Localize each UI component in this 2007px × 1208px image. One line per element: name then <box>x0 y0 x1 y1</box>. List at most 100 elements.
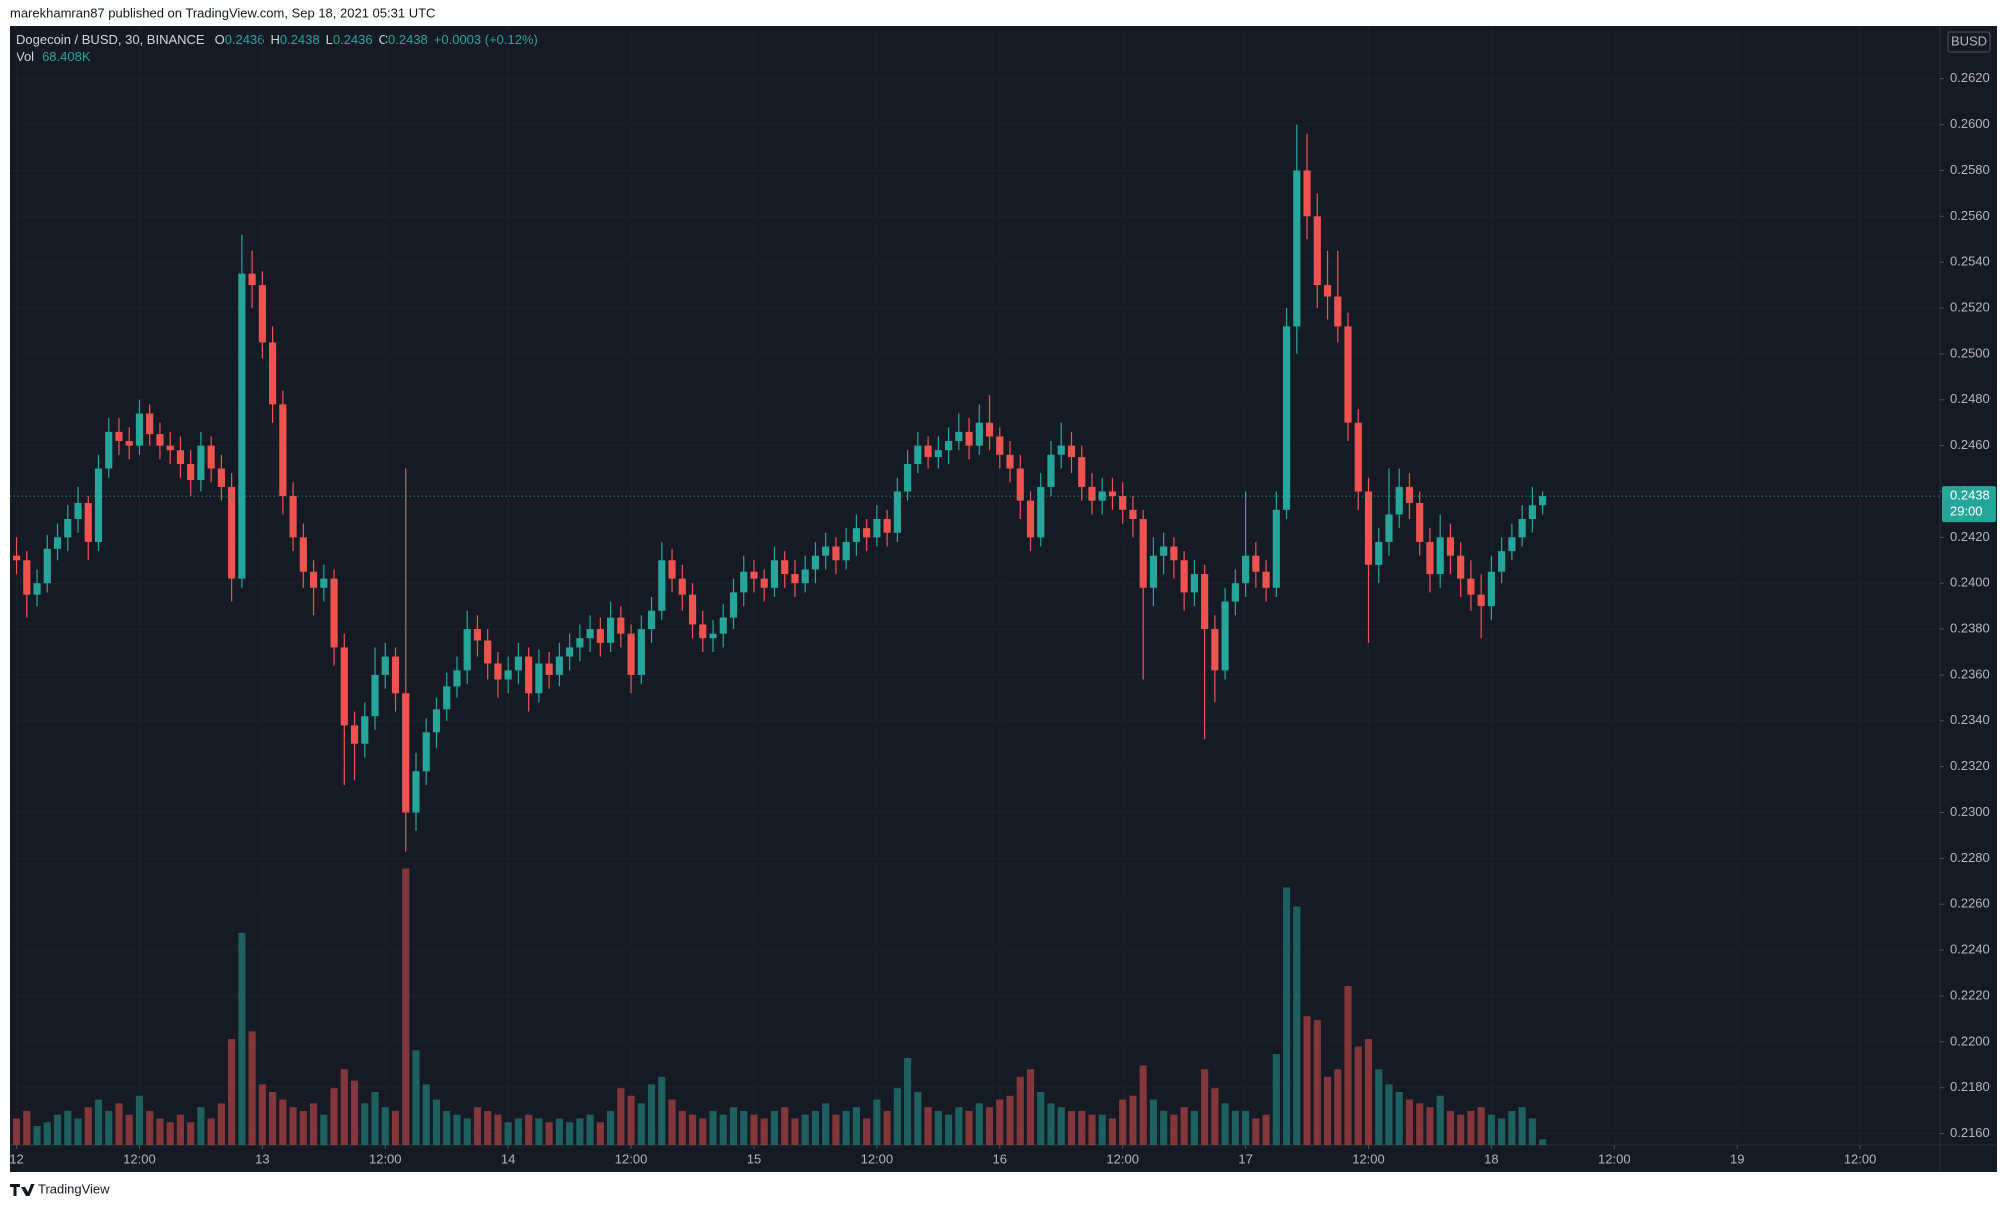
candle-body <box>412 771 420 813</box>
volume-bar <box>74 1118 82 1145</box>
candle-body <box>791 574 799 584</box>
volume-bar <box>1405 1099 1414 1145</box>
volume-bar <box>248 1031 256 1145</box>
candle-body <box>1375 541 1383 565</box>
candle-body <box>1323 285 1332 297</box>
volume-bar <box>801 1114 809 1145</box>
candle-body <box>156 434 164 446</box>
legend-value: 0.2438 <box>388 32 428 47</box>
last-price-box <box>1942 486 1996 523</box>
volume-bar <box>1528 1118 1536 1145</box>
volume-bar <box>432 1099 441 1145</box>
x-tick-label: 14 <box>501 1151 515 1166</box>
volume-bar <box>627 1095 635 1145</box>
volume-bar <box>944 1114 953 1145</box>
candle-body <box>873 519 881 538</box>
volume-bar <box>320 1114 328 1145</box>
candle-body <box>1467 578 1475 595</box>
volume-bar <box>156 1118 164 1145</box>
candle-body <box>647 610 656 630</box>
volume-bar <box>832 1114 840 1145</box>
candle-body <box>228 486 236 579</box>
volume-bar <box>361 1103 369 1145</box>
y-tick-label: 0.2380 <box>1950 621 1990 636</box>
volume-legend: Vol 68.408K <box>16 49 91 64</box>
volume-bar <box>1170 1114 1178 1145</box>
y-tick-label: 0.2340 <box>1950 712 1990 727</box>
candle-body <box>996 436 1004 455</box>
legend-value: 0.2436 <box>333 32 373 47</box>
candle-body <box>1047 454 1055 487</box>
volume-bar <box>64 1110 72 1145</box>
x-tick-label: 15 <box>747 1151 761 1166</box>
candle-body <box>340 647 348 726</box>
volume-bar <box>678 1110 686 1145</box>
candle-body <box>1037 486 1045 538</box>
candle-body <box>1180 560 1188 593</box>
candle-body <box>545 663 553 675</box>
volume-bar <box>422 1084 430 1145</box>
candle-body <box>1344 326 1352 423</box>
candle-body <box>1119 496 1127 510</box>
candle-body <box>1498 551 1506 572</box>
candle-body <box>1016 468 1024 501</box>
volume-bar <box>115 1103 123 1145</box>
volume-bar <box>340 1069 348 1145</box>
y-tick-label: 0.2600 <box>1950 116 1990 131</box>
volume-bar <box>1518 1107 1526 1145</box>
candle-body <box>658 560 666 611</box>
volume-bar <box>1211 1088 1219 1145</box>
volume-bar <box>647 1084 656 1145</box>
candle-body <box>842 541 850 561</box>
volume-bar <box>269 1091 277 1145</box>
volume-bar <box>873 1099 881 1145</box>
candle-body <box>1026 500 1035 538</box>
volume-bar <box>1078 1110 1086 1145</box>
volume-bar <box>955 1107 963 1145</box>
published-note: marekhamran87 published on TradingView.c… <box>10 5 435 20</box>
legend-change: +0.0003 (+0.12%) <box>434 32 538 47</box>
candle-body <box>289 496 297 538</box>
candle-body <box>432 709 441 733</box>
volume-bar <box>1364 1038 1373 1145</box>
candle-body <box>770 560 779 588</box>
y-tick-label: 0.2320 <box>1950 758 1990 773</box>
candle-body <box>1190 574 1198 593</box>
volume-bar <box>709 1110 717 1145</box>
volume-bar <box>617 1088 625 1145</box>
candle-body <box>1334 296 1342 327</box>
candle-body <box>1006 454 1014 469</box>
volume-bar <box>84 1107 92 1145</box>
y-tick-label: 0.2520 <box>1950 299 1990 314</box>
candle-body <box>1426 541 1434 575</box>
candle-body <box>596 629 604 643</box>
volume-bar <box>1303 1016 1311 1145</box>
currency-box[interactable] <box>1947 31 1991 53</box>
x-tick-label: 12:00 <box>1598 1151 1631 1166</box>
volume-bar <box>1006 1095 1014 1145</box>
volume-bar <box>699 1118 707 1145</box>
volume-bar <box>914 1091 922 1145</box>
volume-bar <box>566 1122 574 1145</box>
candle-body <box>1139 519 1147 588</box>
volume-bar <box>811 1110 820 1145</box>
volume-bar <box>525 1114 533 1145</box>
candle-body <box>1231 583 1239 602</box>
countdown: 29:00 <box>1950 504 1983 519</box>
candle-body <box>934 450 942 458</box>
candle-body <box>1508 537 1516 552</box>
volume-bar <box>463 1118 471 1145</box>
volume-bar <box>330 1088 338 1145</box>
candle-body <box>12 555 21 561</box>
candle-body <box>176 450 185 464</box>
candle-body <box>1160 546 1168 556</box>
x-tick-label: 12:00 <box>861 1151 894 1166</box>
volume-bar <box>688 1114 697 1145</box>
y-tick-label: 0.2620 <box>1950 70 1990 85</box>
candle-body <box>473 629 482 641</box>
volume-value: 68.408K <box>42 49 91 64</box>
volume-bar <box>924 1107 932 1145</box>
candle-body <box>1303 170 1311 217</box>
candle-body <box>187 463 195 481</box>
y-tick-label: 0.2180 <box>1950 1079 1990 1094</box>
